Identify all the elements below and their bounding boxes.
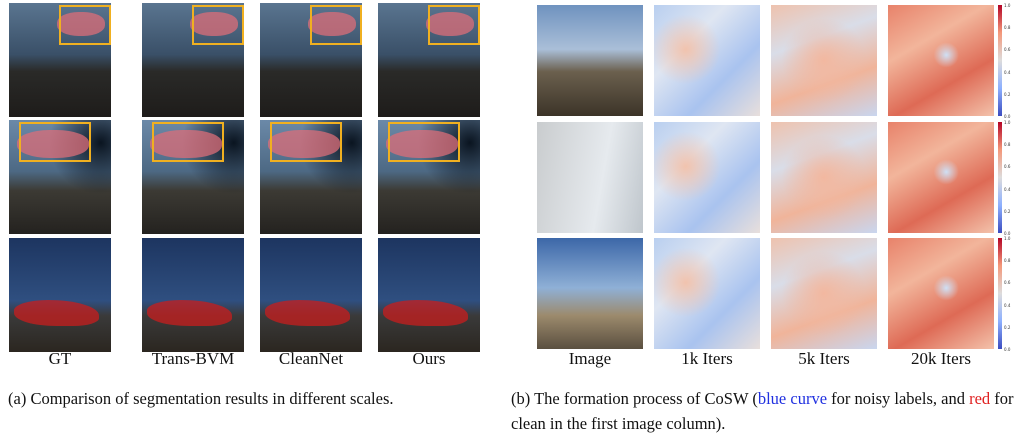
zoom-box	[59, 5, 111, 45]
caption-a: (a) Comparison of segmentation results i…	[8, 386, 508, 411]
zoom-box	[152, 122, 224, 162]
colorbar	[998, 122, 1002, 233]
zoom-box	[310, 5, 362, 45]
column-label: 20k Iters	[878, 349, 1004, 369]
heatmap	[771, 5, 877, 116]
result-image	[260, 3, 362, 117]
caption-text: (b) The formation process of CoSW (	[511, 389, 758, 408]
input-image	[537, 238, 643, 349]
colorbar-tick-label: 0.2	[1004, 209, 1010, 214]
heatmap	[654, 5, 760, 116]
heatmap	[771, 122, 877, 233]
colorbar-tick-label: 0.8	[1004, 25, 1010, 30]
mask	[265, 300, 350, 326]
column-label: 1k Iters	[644, 349, 770, 369]
caption-text: for noisy labels, and	[827, 389, 969, 408]
colorbar-tick-label: 0.4	[1004, 187, 1010, 192]
column-label: Ours	[358, 349, 500, 369]
result-image	[378, 238, 480, 352]
colorbar-tick-label: 1.0	[1004, 3, 1010, 8]
page: {"left": {"columns": ["GT", "Trans-BVM",…	[0, 0, 1034, 437]
colorbar-tick-label: 0.4	[1004, 303, 1010, 308]
colorbar-tick-label: 0.2	[1004, 92, 1010, 97]
result-image	[260, 120, 362, 234]
input-image	[537, 122, 643, 233]
caption-blue: blue curve	[758, 389, 827, 408]
column-label: GT	[0, 349, 131, 369]
column-label: 5k Iters	[761, 349, 887, 369]
mask	[383, 300, 468, 326]
heatmap	[654, 238, 760, 349]
input-image	[537, 5, 643, 116]
colorbar-tick-label: 1.0	[1004, 120, 1010, 125]
heatmap	[888, 238, 994, 349]
heatmap	[654, 122, 760, 233]
zoom-box	[192, 5, 244, 45]
mask	[14, 300, 99, 326]
result-image	[260, 238, 362, 352]
result-image	[9, 238, 111, 352]
colorbar-tick-label: 0.0	[1004, 347, 1010, 352]
colorbar-tick-label: 0.2	[1004, 325, 1010, 330]
result-image	[142, 3, 244, 117]
zoom-box	[270, 122, 342, 162]
colorbar	[998, 5, 1002, 116]
colorbar-tick-label: 0.8	[1004, 142, 1010, 147]
result-image	[378, 3, 480, 117]
mask	[147, 300, 232, 326]
colorbar-tick-label: 0.6	[1004, 280, 1010, 285]
zoom-box	[388, 122, 460, 162]
colorbar-tick-label: 1.0	[1004, 236, 1010, 241]
zoom-box	[428, 5, 480, 45]
caption-red: red	[969, 389, 990, 408]
caption-b: (b) The formation process of CoSW (blue …	[511, 386, 1034, 436]
column-label: Image	[527, 349, 653, 369]
colorbar-tick-label: 0.4	[1004, 70, 1010, 75]
result-image	[9, 3, 111, 117]
heatmap	[771, 238, 877, 349]
result-image	[142, 120, 244, 234]
zoom-box	[19, 122, 91, 162]
result-image	[378, 120, 480, 234]
colorbar-tick-label: 0.0	[1004, 114, 1010, 119]
heatmap	[888, 5, 994, 116]
heatmap	[888, 122, 994, 233]
colorbar-tick-label: 0.6	[1004, 47, 1010, 52]
result-image	[9, 120, 111, 234]
colorbar-tick-label: 0.8	[1004, 258, 1010, 263]
result-image	[142, 238, 244, 352]
colorbar	[998, 238, 1002, 349]
colorbar-tick-label: 0.6	[1004, 164, 1010, 169]
